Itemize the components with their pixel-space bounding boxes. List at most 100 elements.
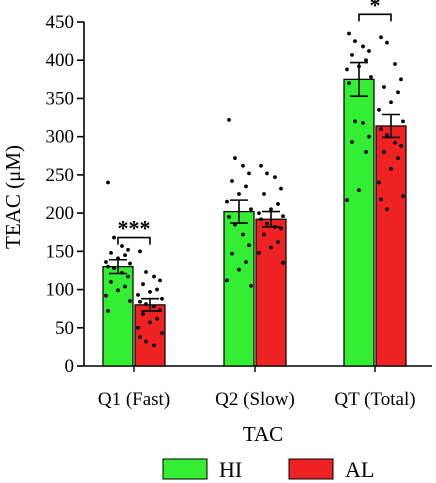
data-point: [269, 245, 273, 250]
data-point: [377, 108, 381, 112]
data-point: [138, 299, 142, 304]
y-tick-label: 50: [55, 318, 74, 339]
bar-hi-1: [223, 210, 255, 367]
data-point: [276, 240, 280, 245]
data-point: [112, 235, 116, 240]
data-point: [136, 325, 140, 330]
data-point: [357, 188, 361, 193]
data-point: [350, 140, 354, 144]
x-tick-label: Q1 (Fast): [98, 389, 170, 410]
data-point: [379, 127, 383, 131]
data-point: [116, 256, 120, 261]
data-point: [141, 282, 145, 287]
data-point: [265, 221, 269, 226]
data-point: [353, 39, 357, 44]
data-point: [361, 44, 365, 49]
data-point: [144, 302, 148, 306]
data-point: [361, 121, 365, 125]
data-point: [379, 35, 383, 40]
data-point: [225, 199, 229, 204]
data-point: [109, 250, 113, 255]
significance-label: *: [370, 0, 381, 17]
data-point: [350, 52, 354, 57]
data-point: [382, 85, 386, 89]
data-point: [401, 119, 405, 124]
data-point: [155, 287, 159, 292]
data-point: [227, 117, 231, 122]
bar-hi-0: [102, 266, 134, 367]
data-point: [369, 75, 373, 79]
y-tick-label: 150: [46, 241, 75, 262]
y-tick-label: 200: [46, 203, 75, 224]
data-point: [357, 64, 361, 69]
data-point: [138, 249, 142, 254]
significance-bracket: [117, 236, 151, 245]
legend-swatch-hi: [162, 458, 208, 480]
y-tick-label: 300: [46, 127, 75, 148]
data-point: [230, 251, 234, 256]
data-point: [281, 260, 285, 265]
data-point: [233, 156, 237, 160]
data-point: [279, 226, 283, 231]
data-point: [144, 270, 148, 274]
data-point: [396, 156, 400, 160]
data-point: [128, 261, 132, 266]
data-point: [364, 150, 368, 154]
data-point: [152, 274, 156, 279]
data-point: [233, 222, 237, 227]
data-point: [401, 194, 405, 199]
data-point: [112, 266, 116, 271]
y-tick-label: 450: [46, 12, 75, 33]
y-axis-title: TEAC (μM): [1, 145, 25, 249]
significance-bracket: [358, 13, 392, 22]
data-point: [353, 119, 357, 124]
data-point: [227, 215, 231, 219]
data-point: [237, 192, 241, 196]
data-point: [123, 284, 127, 289]
data-point: [377, 180, 381, 185]
data-point: [148, 320, 152, 325]
data-point: [345, 198, 349, 203]
data-point: [225, 278, 229, 283]
data-point: [247, 243, 251, 248]
data-point: [265, 171, 269, 176]
data-point: [262, 192, 266, 196]
data-point: [385, 133, 389, 138]
data-point: [259, 163, 263, 168]
data-point: [152, 304, 156, 309]
data-point: [364, 58, 368, 63]
bar-al-1: [255, 218, 287, 367]
data-point: [385, 40, 389, 45]
legend: HI AL: [162, 457, 374, 482]
data-point: [152, 343, 156, 348]
data-point: [158, 278, 162, 283]
data-point: [257, 211, 261, 216]
data-point: [279, 186, 283, 191]
data-point: [367, 134, 371, 139]
data-point: [244, 184, 248, 189]
y-tick-label: 100: [46, 280, 75, 301]
data-point: [345, 67, 349, 72]
data-point: [106, 264, 110, 269]
legend-label-hi: HI: [219, 457, 242, 482]
bar-hi-2: [343, 78, 375, 367]
data-point: [367, 49, 371, 53]
data-point: [347, 31, 351, 36]
data-point: [347, 81, 351, 86]
data-point: [399, 77, 403, 82]
data-point: [247, 171, 251, 176]
data-point: [138, 335, 142, 339]
data-point: [141, 312, 145, 316]
bar-al-2: [375, 125, 407, 367]
data-point: [276, 202, 280, 206]
y-tick-label: 250: [46, 165, 75, 186]
data-point: [120, 270, 124, 275]
data-point: [393, 62, 397, 66]
data-point: [109, 280, 113, 284]
data-point: [144, 339, 148, 344]
data-point: [393, 140, 397, 145]
data-point: [262, 232, 266, 237]
data-point: [155, 316, 159, 321]
data-point: [389, 100, 393, 105]
